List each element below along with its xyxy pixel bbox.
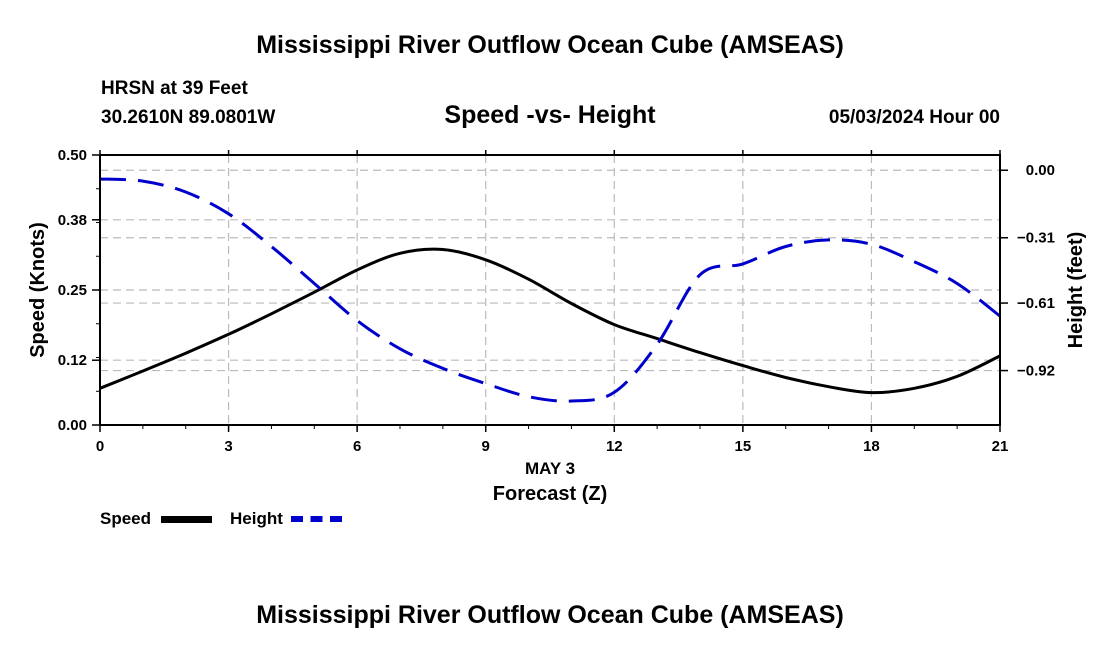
- y-right-tick-label: −0.61: [1017, 295, 1055, 312]
- chart-title: Mississippi River Outflow Ocean Cube (AM…: [256, 31, 844, 59]
- x-axis-date-label: MAY 3: [525, 459, 575, 478]
- x-tick-label: 21: [992, 438, 1009, 455]
- height-series-line: [99, 177, 1001, 403]
- x-tick-label: 9: [482, 438, 490, 455]
- forecast-datetime: 05/03/2024 Hour 00: [828, 107, 1000, 128]
- x-tick-label: 0: [96, 438, 104, 455]
- legend-speed-swatch: [161, 516, 212, 523]
- y-left-tick-label: 0.12: [58, 352, 87, 369]
- location-label: 30.2610N 89.0801W: [101, 107, 276, 128]
- legend-height-label: Height: [230, 509, 283, 528]
- y-left-tick-label: 0.38: [58, 212, 87, 229]
- x-tick-label: 6: [353, 438, 361, 455]
- x-tick-label: 18: [863, 438, 880, 455]
- chart-subtitle: Speed -vs- Height: [444, 101, 656, 129]
- station-label: HRSN at 39 Feet: [101, 78, 248, 99]
- y-right-tick-label: −0.31: [1017, 230, 1055, 247]
- x-tick-label: 12: [606, 438, 623, 455]
- legend-speed-label: Speed: [100, 509, 152, 528]
- y-left-tick-label: 0.00: [58, 417, 87, 434]
- legend-height-swatch: [291, 516, 342, 522]
- speed-series-line: [99, 247, 1001, 395]
- x-axis-label: Forecast (Z): [493, 483, 607, 505]
- plot-frame: [99, 154, 1001, 426]
- y-left-tick-label: 0.25: [58, 282, 87, 299]
- y-right-tick-label: −0.92: [1017, 363, 1055, 380]
- x-tick-label: 3: [224, 438, 232, 455]
- y-right-axis-label: Height (feet): [1065, 232, 1087, 349]
- x-tick-label: 15: [735, 438, 752, 455]
- footer-title: Mississippi River Outflow Ocean Cube (AM…: [256, 601, 844, 629]
- y-left-tick-label: 0.50: [58, 147, 87, 164]
- y-left-axis-label: Speed (Knots): [27, 222, 49, 358]
- y-right-tick-label: 0.00: [1026, 162, 1055, 179]
